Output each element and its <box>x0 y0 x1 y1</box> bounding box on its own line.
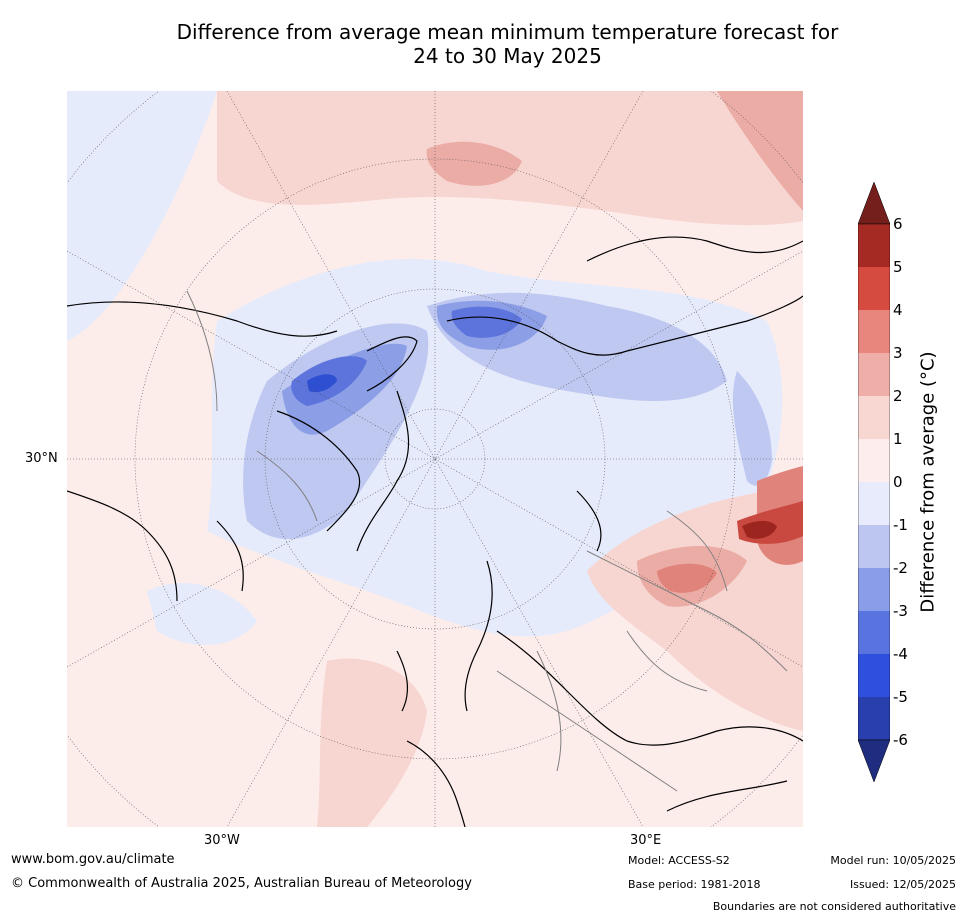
colorbar-tick-label: -1 <box>893 516 908 534</box>
colorbar-tick-label: -6 <box>893 731 908 749</box>
title-line-2: 24 to 30 May 2025 <box>413 44 602 68</box>
colorbar-label: Difference from average (°C) <box>917 351 939 613</box>
map-canvas <box>67 91 803 827</box>
colorbar-tick-label: -3 <box>893 602 908 620</box>
warm-anomaly-peak <box>742 520 777 539</box>
warm-anomaly-northeast <box>717 91 803 211</box>
warm-anomaly-atlantic <box>317 658 427 827</box>
colorbar-tick-label: 4 <box>893 301 903 319</box>
colorbar-segment <box>858 611 890 654</box>
longitude-label-west: 30°W <box>204 833 240 848</box>
colorbar-tick-label: -2 <box>893 559 908 577</box>
warm-anomaly-pacific-strong <box>426 141 522 186</box>
colorbar-segment <box>858 482 890 525</box>
website-text: www.bom.gov.au/climate <box>11 852 175 867</box>
political-borders <box>186 290 788 792</box>
model-text: Model: ACCESS-S2 <box>628 854 730 867</box>
colorbar-over-arrow <box>857 181 891 225</box>
cool-anomaly-central-asia <box>732 371 772 486</box>
colorbar-tick-label: 3 <box>893 344 903 362</box>
polar-map <box>67 91 803 827</box>
colorbar-segment <box>858 568 890 611</box>
disclaimer-text: Boundaries are not considered authoritat… <box>712 900 956 913</box>
colorbar-under-arrow <box>857 739 891 783</box>
colorbar-segment <box>858 267 890 310</box>
latitude-label: 30°N <box>25 451 58 466</box>
colorbar-graphic <box>857 181 891 783</box>
colorbar-segment <box>858 525 890 568</box>
coastlines <box>67 236 803 827</box>
colorbar-segment <box>858 654 890 697</box>
colorbar-tick-label: 5 <box>893 258 903 276</box>
colorbar <box>857 181 891 786</box>
title-line-1: Difference from average mean minimum tem… <box>176 20 839 44</box>
model-run-text: Model run: 10/05/2025 <box>830 854 956 867</box>
colorbar-tick-label: 0 <box>893 473 903 491</box>
colorbar-segment <box>858 310 890 353</box>
warm-anomaly-asia-strong <box>657 563 717 593</box>
issued-text: Issued: 12/05/2025 <box>849 878 956 891</box>
graticule <box>67 91 803 827</box>
base-period-text: Base period: 1981-2018 <box>628 878 761 891</box>
longitude-label-east: 30°E <box>630 833 662 848</box>
colorbar-segment <box>858 224 890 267</box>
colorbar-segment <box>858 353 890 396</box>
colorbar-segment <box>858 439 890 482</box>
colorbar-segment <box>858 396 890 439</box>
colorbar-tick-label: 1 <box>893 430 903 448</box>
cool-anomaly-canada-peak <box>307 374 337 393</box>
cool-anomaly-pacific <box>147 582 257 645</box>
colorbar-tick-label: 2 <box>893 387 903 405</box>
colorbar-segment <box>858 697 890 740</box>
colorbar-tick-label: -5 <box>893 688 908 706</box>
colorbar-tick-label: 6 <box>893 215 903 233</box>
colorbar-tick-label: -4 <box>893 645 908 663</box>
warm-anomaly-asia <box>587 481 803 731</box>
copyright-text: © Commonwealth of Australia 2025, Austra… <box>11 876 472 891</box>
map-title: Difference from average mean minimum tem… <box>60 20 955 68</box>
cool-anomaly-region <box>67 91 217 341</box>
cool-anomaly-siberia-core <box>451 306 522 338</box>
